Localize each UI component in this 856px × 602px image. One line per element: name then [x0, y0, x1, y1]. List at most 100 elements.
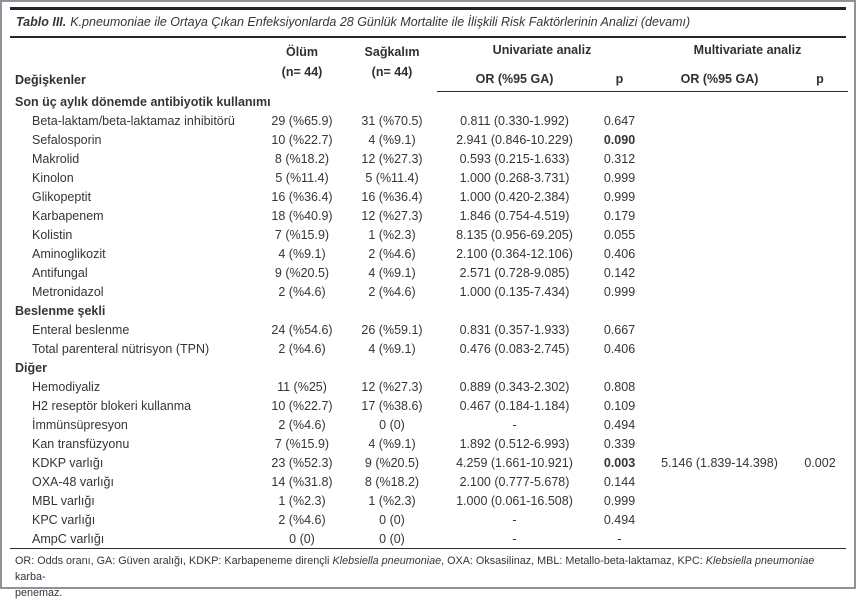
multivariate-p-cell	[792, 377, 848, 396]
univariate-p-cell: 0.090	[603, 132, 636, 147]
row-label: Makrolid	[32, 151, 80, 166]
table-row: Kan transfüzyonu 7 (%15.9) 4 (%9.1) 1.892 (…	[10, 434, 848, 453]
univariate-p-cell: 0.647	[603, 113, 636, 128]
row-label: Sefalosporin	[32, 132, 102, 147]
multivariate-p-cell	[792, 168, 848, 187]
multivariate-p-cell	[792, 225, 848, 244]
multivariate-or-cell	[647, 111, 792, 130]
death-count-cell: 18 (%40.9)	[271, 208, 333, 223]
death-count-cell: 7 (%15.9)	[274, 436, 330, 451]
multivariate-or-cell	[647, 187, 792, 206]
multivariate-p-cell	[792, 415, 848, 434]
multivariate-p-cell	[792, 339, 848, 358]
univariate-p-cell: 0.312	[603, 151, 636, 166]
table-row: Hemodiyaliz 11 (%25) 12 (%27.3) 0.889 (0.34…	[10, 377, 848, 396]
header-row-groups: Değişkenler Ölüm (n= 44) Sağkalım (n= 44…	[10, 38, 848, 87]
univariate-or-cell: 8.135 (0.956-69.205)	[456, 227, 573, 242]
table-number: Tablo III.	[16, 15, 67, 29]
footnote-text: penemaz.	[15, 587, 63, 600]
section-header-row: Diğer	[10, 358, 848, 377]
univariate-p-cell: 0.494	[603, 512, 636, 527]
row-label: Total parenteral nütrisyon (TPN)	[32, 341, 210, 356]
survival-count-cell: 1 (%2.3)	[368, 493, 416, 508]
univariate-or-cell: 0.476 (0.083-2.745)	[459, 341, 570, 356]
table-row: Beta-laktam/beta-laktamaz inhibitörü 29 (…	[10, 111, 848, 130]
univariate-or-cell: 1.000 (0.135-7.434)	[459, 284, 570, 299]
column-header-univariate-p: p	[592, 66, 647, 92]
row-label: Beta-laktam/beta-laktamaz inhibitörü	[32, 113, 235, 128]
row-label: Enteral beslenme	[32, 322, 130, 337]
univariate-or-cell: 0.811 (0.330-1.992)	[460, 113, 569, 128]
survival-count-cell: 31 (%70.5)	[361, 113, 423, 128]
univariate-or-cell: 1.000 (0.420-2.384)	[459, 189, 570, 204]
multivariate-p-cell	[792, 130, 848, 149]
section-header-row: Son üç aylık dönemde antibiyotik kullanı…	[10, 92, 848, 112]
univariate-p-cell: 0.494	[603, 417, 636, 432]
table-row: OXA-48 varlığı 14 (%31.8) 8 (%18.2) 2.100 (…	[10, 472, 848, 491]
univariate-or-cell: 0.889 (0.343-2.302)	[459, 379, 570, 394]
survival-count-cell: 1 (%2.3)	[368, 227, 416, 242]
survival-count-cell: 4 (%9.1)	[368, 132, 416, 147]
table-row: Kolistin 7 (%15.9) 1 (%2.3) 8.135 (0.956-69…	[10, 225, 848, 244]
multivariate-p-cell	[792, 187, 848, 206]
title-rule	[10, 36, 846, 38]
footnote: OR: Odds oranı, GA: Güven aralığı, KDKP:…	[10, 548, 846, 602]
univariate-or-cell: 4.259 (1.661-10.921)	[456, 455, 573, 470]
univariate-or-cell: 2.941 (0.846-10.229)	[456, 132, 573, 147]
univariate-or-cell: 1.846 (0.754-4.519)	[459, 208, 570, 223]
death-count-cell: 0 (0)	[289, 531, 315, 546]
death-n: (n= 44)	[281, 64, 323, 79]
footnote-species-name: Klebsiella pneumoniae	[705, 555, 815, 567]
multivariate-or-cell	[647, 130, 792, 149]
row-label: H2 reseptör blokeri kullanma	[32, 398, 192, 413]
survival-count-cell: 2 (%4.6)	[368, 284, 416, 299]
multivariate-or-cell	[647, 244, 792, 263]
footnote-text: , OXA: Oksasilinaz, MBL: Metallo-beta-la…	[441, 555, 706, 567]
univariate-p-cell: 0.003	[603, 455, 636, 470]
survival-count-cell: 4 (%9.1)	[368, 265, 416, 280]
univariate-or-cell: 0.831 (0.357-1.933)	[459, 322, 570, 337]
death-count-cell: 16 (%36.4)	[271, 189, 333, 204]
multivariate-p-cell	[792, 491, 848, 510]
univariate-p-cell: 0.109	[603, 398, 636, 413]
section-label: Diğer	[15, 360, 47, 375]
survival-count-cell: 8 (%18.2)	[364, 474, 420, 489]
table-row: KDKP varlığı 23 (%52.3) 9 (%20.5) 4.259 (1.…	[10, 453, 848, 472]
multivariate-or-cell	[647, 510, 792, 529]
survival-count-cell: 0 (0)	[379, 531, 405, 546]
row-label: Metronidazol	[32, 284, 104, 299]
table-row: Aminoglikozit 4 (%9.1) 2 (%4.6) 2.100 (0.36…	[10, 244, 848, 263]
multivariate-or-cell	[647, 206, 792, 225]
univariate-p-cell: 0.667	[603, 322, 636, 337]
death-count-cell: 5 (%11.4)	[275, 170, 329, 185]
survival-count-cell: 0 (0)	[379, 512, 405, 527]
univariate-or-cell: 0.467 (0.184-1.184)	[459, 398, 570, 413]
row-label: Kolistin	[32, 227, 73, 242]
footnote-text: karba-	[15, 571, 46, 584]
univariate-p-cell: -	[617, 531, 622, 546]
multivariate-p-cell	[792, 244, 848, 263]
death-count-cell: 29 (%65.9)	[271, 113, 333, 128]
survival-label: Sağkalım	[364, 45, 420, 60]
multivariate-p-cell	[792, 434, 848, 453]
row-label: Kan transfüzyonu	[32, 436, 130, 451]
death-count-cell: 23 (%52.3)	[271, 455, 333, 470]
column-header-death: Ölüm (n= 44)	[257, 38, 347, 92]
survival-count-cell: 12 (%27.3)	[361, 208, 423, 223]
death-count-cell: 2 (%4.6)	[278, 341, 326, 356]
multivariate-or-cell	[647, 263, 792, 282]
table-row: Makrolid 8 (%18.2) 12 (%27.3) 0.593 (0.215-…	[10, 149, 848, 168]
death-count-cell: 9 (%20.5)	[274, 265, 330, 280]
survival-n: (n= 44)	[371, 64, 413, 79]
survival-count-cell: 12 (%27.3)	[361, 379, 423, 394]
column-header-multivariate-p: p	[792, 66, 848, 92]
univariate-or-cell: 1.000 (0.061-16.508)	[456, 493, 573, 508]
univariate-p-cell: 0.179	[603, 208, 636, 223]
univariate-or-cell: 1.892 (0.512-6.993)	[459, 436, 570, 451]
column-header-univariate-or: OR (%95 GA)	[437, 66, 592, 92]
table-title-text: K.pneumoniae ile Ortaya Çıkan Enfeksiyon…	[70, 15, 691, 29]
survival-count-cell: 5 (%11.4)	[365, 170, 419, 185]
row-label: OXA-48 varlığı	[32, 474, 114, 489]
table-row: AmpC varlığı 0 (0) 0 (0) - -	[10, 529, 848, 548]
